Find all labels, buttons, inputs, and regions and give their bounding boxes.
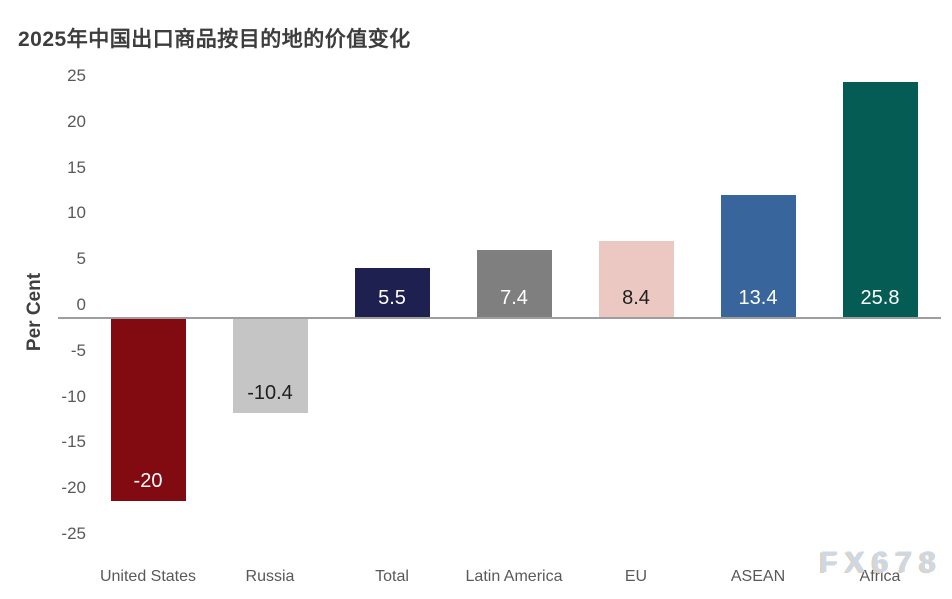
x-category-asean: ASEAN — [730, 568, 786, 585]
x-category-eu: EU — [624, 568, 648, 585]
bar-russia — [232, 318, 308, 414]
bar-eu — [598, 241, 674, 318]
bar-latin-america — [476, 250, 552, 318]
y-tick-15: 15 — [67, 157, 86, 177]
y-tick-20: 20 — [67, 111, 86, 131]
x-category-latin-america: Latin America — [465, 568, 563, 585]
y-tick-25: 25 — [67, 66, 86, 85]
x-category-russia: Russia — [245, 568, 295, 585]
y-tick-10: 10 — [67, 203, 86, 223]
bar-asean — [720, 195, 796, 318]
y-tick--5: -5 — [70, 340, 86, 360]
bar-africa — [842, 81, 918, 318]
y-tick--15: -15 — [61, 432, 86, 452]
x-category-united-states: United States — [99, 568, 197, 585]
y-tick--25: -25 — [61, 524, 86, 543]
bar-total — [354, 267, 430, 318]
watermark-fx678-logo: FX678 — [820, 546, 944, 579]
chart-title: 2025年中国出口商品按目的地的价值变化 — [18, 28, 411, 51]
zero-axis-line — [58, 317, 941, 319]
y-tick-5: 5 — [76, 249, 86, 269]
bar-value-eu: 8.4 — [622, 287, 650, 309]
x-category-africa: Africa — [859, 568, 901, 585]
bar-value-russia: -10.4 — [247, 382, 293, 405]
bar-value-asean: 13.4 — [738, 287, 778, 309]
y-tick-0: 0 — [76, 295, 86, 314]
bar-value-latin-america: 7.4 — [500, 287, 528, 309]
x-category-total: Total — [375, 568, 409, 585]
bar-value-africa: 25.8 — [860, 287, 900, 309]
y-tick--20: -20 — [61, 478, 86, 498]
bar-united-states — [110, 318, 186, 502]
y-tick--10: -10 — [61, 386, 86, 406]
bar-value-united-states: -20 — [133, 470, 163, 493]
bar-value-total: 5.5 — [378, 287, 406, 309]
